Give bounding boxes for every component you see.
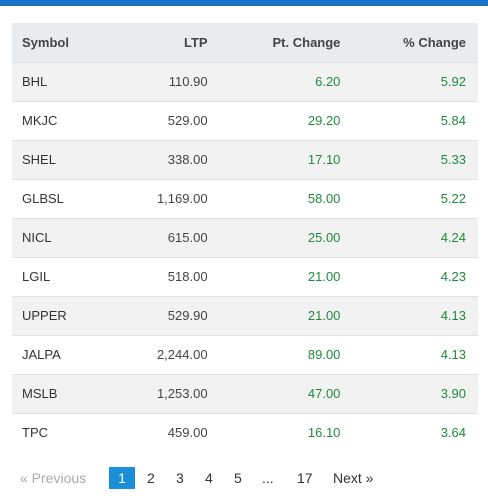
top-accent-bar <box>0 0 488 6</box>
symbol-cell[interactable]: UPPER <box>22 308 67 323</box>
ltp-cell: 615.00 <box>167 230 208 245</box>
ltp-cell: 529.90 <box>167 308 208 323</box>
ltp-cell: 529.00 <box>167 113 208 128</box>
pt-change-cell: 89.00 <box>307 347 341 362</box>
symbol-cell[interactable]: MSLB <box>22 386 58 401</box>
pct-change-cell: 5.33 <box>440 152 466 167</box>
table-row[interactable]: NICL 615.00 25.00 4.24 <box>12 218 478 257</box>
page-link-4[interactable]: 4 <box>205 470 213 486</box>
table-header-row: Symbol LTP Pt. Change % Change <box>12 23 478 62</box>
pct-change-cell: 3.90 <box>440 386 466 401</box>
symbol-cell[interactable]: SHEL <box>22 152 56 167</box>
pt-change-cell: 25.00 <box>307 230 341 245</box>
next-page-link[interactable]: Next » <box>333 470 374 486</box>
ltp-cell: 518.00 <box>167 269 208 284</box>
pt-change-cell: 58.00 <box>307 191 341 206</box>
pt-change-cell: 6.20 <box>315 74 341 89</box>
table-row[interactable]: LGIL 518.00 21.00 4.23 <box>12 257 478 296</box>
ltp-cell: 338.00 <box>167 152 208 167</box>
pagination: « Previous 1 2 3 4 5 ... 17 Next » <box>0 467 488 489</box>
ltp-cell: 1,169.00 <box>156 191 208 206</box>
table-row[interactable]: UPPER 529.90 21.00 4.13 <box>12 296 478 335</box>
symbol-cell[interactable]: MKJC <box>22 113 58 128</box>
col-header-ltp[interactable]: LTP <box>183 34 208 50</box>
pct-change-cell: 4.24 <box>440 230 466 245</box>
pt-change-cell: 29.20 <box>307 113 341 128</box>
page-link-1[interactable]: 1 <box>109 467 135 489</box>
pt-change-cell: 16.10 <box>307 425 341 441</box>
symbol-cell[interactable]: BHL <box>22 74 48 89</box>
symbol-cell[interactable]: GLBSL <box>22 191 64 206</box>
table-row[interactable]: BHL 110.90 6.20 5.92 <box>12 62 478 101</box>
table-row[interactable]: GLBSL 1,169.00 58.00 5.22 <box>12 179 478 218</box>
symbol-cell[interactable]: LGIL <box>22 269 51 284</box>
ltp-cell: 1,253.00 <box>156 386 208 401</box>
pct-change-cell: 5.92 <box>440 74 466 89</box>
gainers-table: Symbol LTP Pt. Change % Change BHL 110.90… <box>12 23 478 452</box>
table-row[interactable]: JALPA 2,244.00 89.00 4.13 <box>12 335 478 374</box>
pct-change-cell: 4.23 <box>440 269 466 284</box>
table-row[interactable]: MKJC 529.00 29.20 5.84 <box>12 101 478 140</box>
col-header-pct-change[interactable]: % Change <box>403 34 466 50</box>
pct-change-cell: 3.64 <box>440 425 466 441</box>
symbol-cell[interactable]: TPC <box>22 425 48 441</box>
ltp-cell: 110.90 <box>168 74 208 89</box>
symbol-cell[interactable]: JALPA <box>22 347 61 362</box>
col-header-symbol[interactable]: Symbol <box>22 34 69 50</box>
col-header-pt-change[interactable]: Pt. Change <box>272 34 341 50</box>
ltp-cell: 459.00 <box>167 425 208 441</box>
page-link-3[interactable]: 3 <box>176 470 184 486</box>
pct-change-cell: 5.22 <box>440 191 466 206</box>
ltp-cell: 2,244.00 <box>156 347 208 362</box>
pt-change-cell: 21.00 <box>307 308 341 323</box>
previous-page-link[interactable]: « Previous <box>20 470 87 486</box>
page-link-5[interactable]: 5 <box>234 470 242 486</box>
pt-change-cell: 47.00 <box>307 386 341 401</box>
table-row[interactable]: TPC 459.00 16.10 3.64 <box>12 413 478 452</box>
pt-change-cell: 17.10 <box>307 152 341 167</box>
page-link-17[interactable]: 17 <box>297 470 313 486</box>
pt-change-cell: 21.00 <box>307 269 341 284</box>
table-row[interactable]: MSLB 1,253.00 47.00 3.90 <box>12 374 478 413</box>
table-row[interactable]: SHEL 338.00 17.10 5.33 <box>12 140 478 179</box>
symbol-cell[interactable]: NICL <box>22 230 52 245</box>
page-link-2[interactable]: 2 <box>147 470 155 486</box>
pct-change-cell: 4.13 <box>440 308 466 323</box>
pct-change-cell: 5.84 <box>440 113 466 128</box>
page-ellipsis: ... <box>262 470 274 486</box>
pct-change-cell: 4.13 <box>440 347 466 362</box>
